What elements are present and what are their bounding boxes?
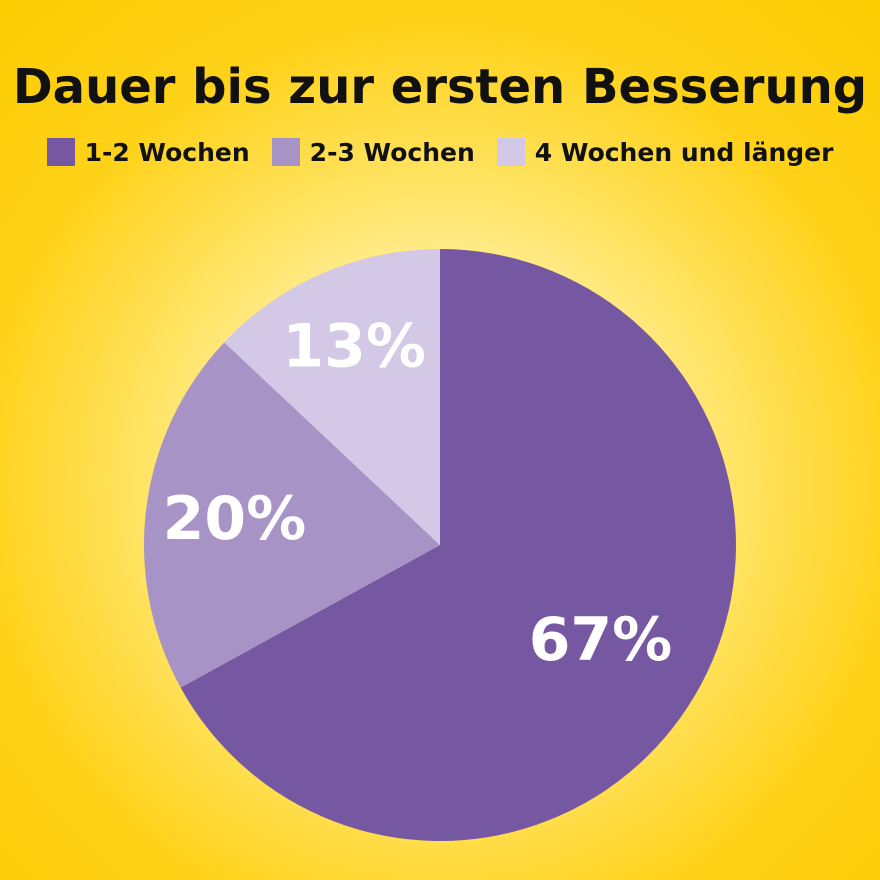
pie-slice [143,342,440,688]
slice-value-label: 13% [282,312,426,382]
chart-legend: 1-2 Wochen 2-3 Wochen 4 Wochen und länger [0,132,880,172]
slice-value-label: 67% [529,605,673,675]
legend-swatch [496,138,525,166]
legend-item: 1-2 Wochen [46,137,250,167]
legend-label: 1-2 Wochen [84,137,250,167]
legend-swatch [46,138,75,166]
legend-swatch [271,138,300,166]
legend-label: 2-3 Wochen [309,137,475,167]
slice-value-label: 20% [163,484,307,554]
legend-item: 4 Wochen und länger [496,137,834,167]
legend-item: 2-3 Wochen [271,137,475,167]
chart-title: Dauer bis zur ersten Besserung [12,59,868,115]
legend-label: 4 Wochen und länger [534,137,834,167]
pie-slice [224,249,440,545]
pie-slice [180,249,736,841]
